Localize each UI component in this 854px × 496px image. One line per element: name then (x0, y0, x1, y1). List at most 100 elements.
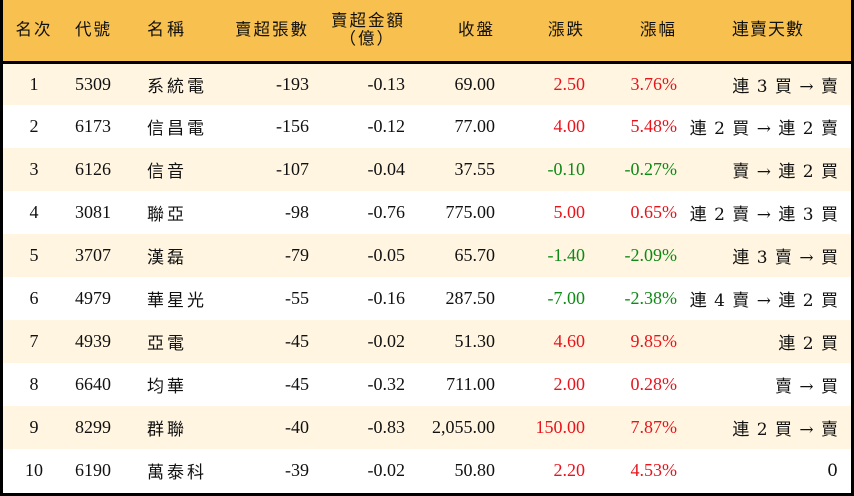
cell-rank: 7 (29, 331, 39, 351)
cell-rank: 3 (29, 159, 39, 179)
table-header-row: 名次 代號 名稱 賣超張數 賣超金額 （億） 收盤 漲跌 漲幅 連賣天數 (3, 0, 851, 62)
cell-streak: 連 3 買 → 賣 (732, 76, 839, 97)
cell-change-pct: 7.87% (630, 417, 678, 437)
cell-close: 2,055.00 (432, 417, 495, 437)
table-row[interactable]: 9 8299 群聯 -40 -0.83 2,055.00 150.00 7.87… (3, 406, 851, 449)
cell-change-pct: 9.85% (630, 331, 678, 351)
header-sell-excess-amount-line1: 賣超金額 (331, 11, 405, 31)
cell-sell-excess-amount: -0.76 (367, 202, 406, 222)
cell-change: 4.60 (553, 331, 586, 351)
cell-rank: 4 (29, 202, 39, 222)
header-rank[interactable]: 名次 (15, 20, 53, 40)
cell-sell-excess-lots: -39 (285, 460, 309, 480)
header-code[interactable]: 代號 (75, 20, 112, 40)
header-sell-excess-lots[interactable]: 賣超張數 (235, 20, 309, 40)
cell-change: -0.10 (547, 159, 586, 179)
cell-sell-excess-amount: -0.83 (367, 417, 406, 437)
cell-close: 65.70 (454, 245, 496, 265)
cell-rank: 6 (29, 288, 39, 308)
header-change[interactable]: 漲跌 (548, 20, 585, 40)
cell-name: 群聯 (147, 420, 187, 440)
cell-rank: 5 (29, 245, 39, 265)
header-sell-excess-amount-unit: （億） (339, 29, 395, 49)
cell-code: 4939 (75, 331, 111, 351)
cell-code: 5309 (75, 73, 111, 94)
table-row[interactable]: 2 6173 信昌電 -156 -0.12 77.00 4.00 5.48% 連… (3, 105, 851, 148)
table-row[interactable]: 1 5309 系統電 -193 -0.13 69.00 2.50 3.76% 連… (3, 62, 851, 105)
header-sell-excess-amount[interactable]: 賣超金額 （億） (309, 0, 405, 62)
cell-change: 5.00 (553, 202, 586, 222)
cell-sell-excess-lots: -156 (276, 116, 309, 136)
cell-change: 150.00 (535, 417, 586, 437)
cell-rank: 2 (29, 116, 39, 136)
table-row[interactable]: 5 3707 漢磊 -79 -0.05 65.70 -1.40 -2.09% 連… (3, 234, 851, 277)
cell-close: 775.00 (445, 202, 496, 222)
cell-sell-excess-lots: -45 (285, 374, 309, 394)
cell-name: 亞電 (147, 334, 187, 354)
cell-sell-excess-lots: -45 (285, 331, 309, 351)
cell-code: 6126 (75, 159, 111, 179)
cell-code: 8299 (75, 417, 111, 437)
cell-close: 51.30 (454, 331, 496, 351)
table-row[interactable]: 8 6640 均華 -45 -0.32 711.00 2.00 0.28% 賣 … (3, 363, 851, 406)
cell-change-pct: -2.09% (624, 245, 678, 265)
cell-sell-excess-amount: -0.13 (367, 73, 406, 94)
cell-streak: 連 2 買 → 連 2 賣 (689, 119, 839, 139)
cell-code: 6173 (75, 116, 111, 136)
cell-change: 2.00 (553, 374, 586, 394)
cell-name: 均華 (147, 377, 187, 397)
cell-change: 2.20 (553, 460, 586, 480)
cell-streak: 連 3 賣 → 買 (732, 248, 839, 268)
header-change-pct[interactable]: 漲幅 (640, 20, 677, 40)
cell-code: 3081 (75, 202, 111, 222)
cell-name: 信昌電 (147, 119, 207, 139)
cell-sell-excess-lots: -193 (276, 73, 309, 94)
cell-sell-excess-lots: -107 (276, 159, 309, 179)
table-row[interactable]: 6 4979 華星光 -55 -0.16 287.50 -7.00 -2.38%… (3, 277, 851, 320)
cell-change-pct: 5.48% (630, 116, 678, 136)
cell-streak: 連 2 買 → 賣 (732, 420, 839, 440)
cell-rank: 9 (29, 417, 39, 437)
cell-close: 77.00 (454, 116, 496, 136)
cell-code: 6640 (75, 374, 111, 394)
cell-close: 69.00 (454, 73, 496, 94)
cell-streak: 連 2 賣 → 連 3 買 (689, 205, 839, 225)
cell-close: 37.55 (454, 159, 496, 179)
cell-change: -7.00 (547, 288, 586, 308)
table-row[interactable]: 10 6190 萬泰科 -39 -0.02 50.80 2.20 4.53% 0 (3, 449, 851, 492)
table-row[interactable]: 4 3081 聯亞 -98 -0.76 775.00 5.00 0.65% 連 … (3, 191, 851, 234)
header-name[interactable]: 名稱 (147, 20, 187, 41)
cell-change-pct: 0.65% (630, 202, 678, 222)
cell-sell-excess-amount: -0.12 (367, 116, 406, 136)
table-row[interactable]: 3 6126 信音 -107 -0.04 37.55 -0.10 -0.27% … (3, 148, 851, 191)
header-close[interactable]: 收盤 (458, 20, 495, 40)
cell-sell-excess-amount: -0.16 (367, 288, 406, 308)
cell-name: 系統電 (147, 76, 207, 97)
cell-rank: 1 (29, 73, 39, 94)
cell-streak: 賣 → 連 2 買 (732, 162, 839, 182)
table-row[interactable]: 7 4939 亞電 -45 -0.02 51.30 4.60 9.85% 連 2… (3, 320, 851, 363)
cell-sell-excess-amount: -0.32 (367, 374, 406, 394)
cell-change: -1.40 (547, 245, 586, 265)
cell-sell-excess-lots: -40 (285, 417, 309, 437)
cell-rank: 10 (25, 460, 43, 480)
cell-streak: 連 2 買 (778, 334, 839, 354)
cell-close: 287.50 (445, 288, 496, 308)
cell-close: 711.00 (446, 374, 495, 394)
cell-sell-excess-amount: -0.02 (367, 331, 406, 351)
table-body: 1 5309 系統電 -193 -0.13 69.00 2.50 3.76% 連… (3, 62, 851, 492)
header-streak[interactable]: 連賣天數 (732, 20, 804, 41)
cell-sell-excess-amount: -0.04 (367, 159, 406, 179)
cell-code: 6190 (75, 460, 111, 480)
cell-sell-excess-lots: -55 (285, 288, 309, 308)
cell-change-pct: -2.38% (624, 288, 678, 308)
cell-streak: 賣 → 買 (774, 377, 839, 397)
cell-change-pct: 3.76% (630, 73, 678, 94)
cell-change-pct: 4.53% (630, 460, 678, 480)
cell-sell-excess-amount: -0.02 (367, 460, 406, 480)
cell-change-pct: 0.28% (630, 374, 678, 394)
cell-change-pct: -0.27% (624, 159, 678, 179)
cell-name: 信音 (147, 162, 187, 182)
cell-streak: 連 4 賣 → 連 2 買 (689, 291, 839, 311)
